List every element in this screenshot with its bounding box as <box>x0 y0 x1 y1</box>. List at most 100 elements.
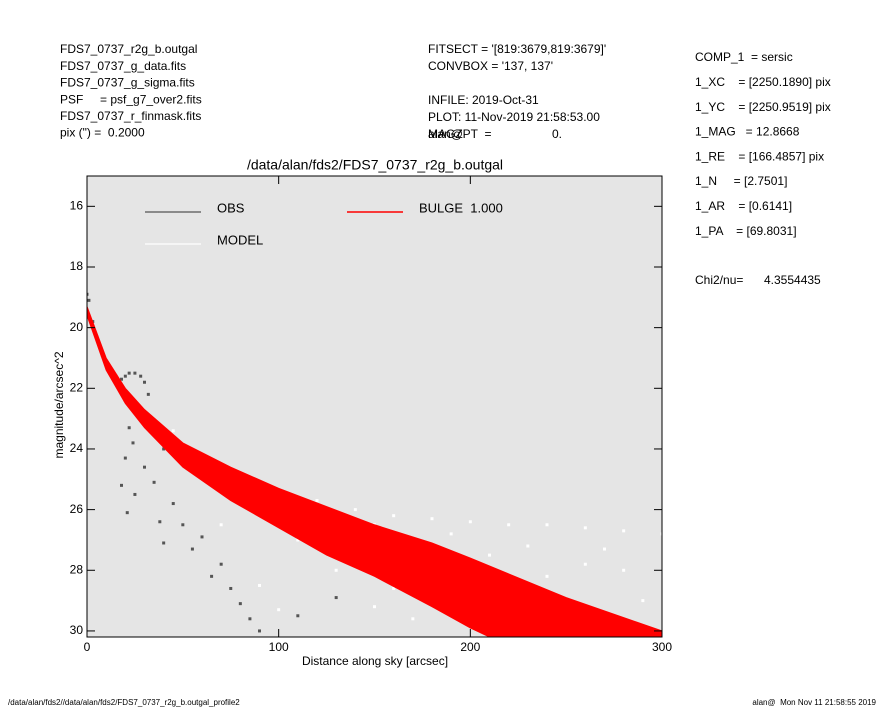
header-left-line: FDS7_0737_r2g_b.outgal <box>60 42 197 56</box>
y-tick-label: 16 <box>70 199 84 213</box>
data-point <box>449 532 453 536</box>
data-point <box>200 535 204 539</box>
data-point <box>468 520 472 524</box>
data-point <box>334 568 338 572</box>
data-point <box>641 599 645 603</box>
data-point <box>411 617 415 621</box>
data-point <box>238 602 242 606</box>
data-point <box>296 614 300 618</box>
parameter: COMP_1 = sersic <box>695 50 793 64</box>
data-point <box>229 586 233 590</box>
data-point <box>526 544 530 548</box>
data-point <box>125 511 129 515</box>
data-point <box>545 523 549 527</box>
data-point <box>219 562 223 566</box>
data-point <box>123 456 127 460</box>
data-point <box>603 547 606 551</box>
x-tick-label: 300 <box>652 640 672 654</box>
header-middle-line: FITSECT = '[819:3679,819:3679]' <box>428 42 606 56</box>
data-point <box>127 371 131 375</box>
data-point <box>123 374 127 378</box>
y-tick-label: 30 <box>70 623 84 637</box>
legend-label: MODEL <box>217 232 263 247</box>
parameter: 1_PA = [69.8031] <box>695 224 797 238</box>
data-point <box>219 523 223 527</box>
data-point <box>87 298 91 302</box>
data-point <box>296 538 300 542</box>
y-tick-label: 24 <box>70 441 84 455</box>
data-point <box>622 529 626 533</box>
model-band <box>87 306 662 637</box>
data-point <box>277 608 281 612</box>
data-point <box>210 574 214 578</box>
data-point <box>127 426 131 430</box>
data-point <box>430 517 434 521</box>
data-point <box>622 568 626 572</box>
data-point <box>152 480 156 484</box>
data-point <box>392 514 396 518</box>
data-point <box>171 502 175 506</box>
y-tick-label: 26 <box>70 502 84 516</box>
data-point <box>392 586 396 590</box>
data-point <box>583 562 587 566</box>
data-point <box>87 292 89 296</box>
data-point <box>190 547 194 551</box>
data-point <box>120 377 123 381</box>
data-point <box>158 520 162 524</box>
data-point <box>181 523 185 527</box>
data-point <box>146 392 150 396</box>
data-point <box>315 499 319 503</box>
header-middle-line: CONVBOX = '137, 137' <box>428 59 553 73</box>
parameter: 1_RE = [166.4857] pix <box>695 149 824 163</box>
data-point <box>488 553 491 557</box>
data-point <box>133 492 137 496</box>
header-left-line: FDS7_0737_g_data.fits <box>60 59 186 73</box>
header-left-line: pix (") = 0.2000 <box>60 126 145 140</box>
plot-frame <box>86 175 663 638</box>
data-point <box>131 441 135 445</box>
data-point <box>583 526 587 530</box>
x-axis-label: Distance along sky [arcsec] <box>302 654 448 668</box>
legend-label: BULGE 1.000 <box>419 200 503 215</box>
chart-title: /data/alan/fds2/FDS7_0737_r2g_b.outgal <box>247 157 503 173</box>
header-left-line: PSF = psf_g7_over2.fits <box>60 92 202 106</box>
chi2-value: 4.3554435 <box>764 273 821 287</box>
data-point <box>143 465 146 469</box>
data-point <box>120 483 123 487</box>
header-middle-line: alan@ <box>428 127 463 141</box>
data-point <box>171 429 175 433</box>
data-point <box>133 371 137 375</box>
header-middle-line: PLOT: 11-Nov-2019 21:58:53.00 <box>428 110 600 124</box>
footer-right: alan@ Mon Nov 11 21:58:55 2019 <box>752 698 876 707</box>
header-middle-line: INFILE: 2019-Oct-31 <box>428 93 539 107</box>
chi2-label: Chi2/nu= <box>695 273 743 287</box>
header-left-line: FDS7_0737_r_finmask.fits <box>60 109 201 123</box>
data-point <box>143 380 146 384</box>
plot-data <box>87 292 662 637</box>
y-tick-label: 28 <box>70 562 84 576</box>
data-point <box>258 583 261 587</box>
footer-left: /data/alan/fds2//data/alan/fds2/FDS7_073… <box>8 698 240 707</box>
parameter: 1_MAG = 12.8668 <box>695 125 800 139</box>
y-tick-label: 18 <box>70 259 84 273</box>
parameter: 1_YC = [2250.9519] pix <box>695 100 831 114</box>
data-point <box>660 532 662 536</box>
data-point <box>353 508 357 512</box>
parameter: 1_N = [2.7501] <box>695 174 787 188</box>
y-tick-label: 22 <box>70 380 84 394</box>
data-point <box>258 629 261 633</box>
x-tick-label: 100 <box>269 640 289 654</box>
parameter: 1_AR = [0.6141] <box>695 199 792 213</box>
x-tick-label: 0 <box>84 640 91 654</box>
legend-label: OBS <box>217 200 245 215</box>
data-point <box>248 617 252 621</box>
data-point <box>507 523 511 527</box>
data-point <box>334 596 338 600</box>
parameter: 1_XC = [2250.1890] pix <box>695 75 831 89</box>
data-point <box>545 574 549 578</box>
magzpt-label: MAGZPT = <box>428 127 491 141</box>
data-point <box>139 374 143 378</box>
magzpt-value: 0. <box>552 127 562 141</box>
